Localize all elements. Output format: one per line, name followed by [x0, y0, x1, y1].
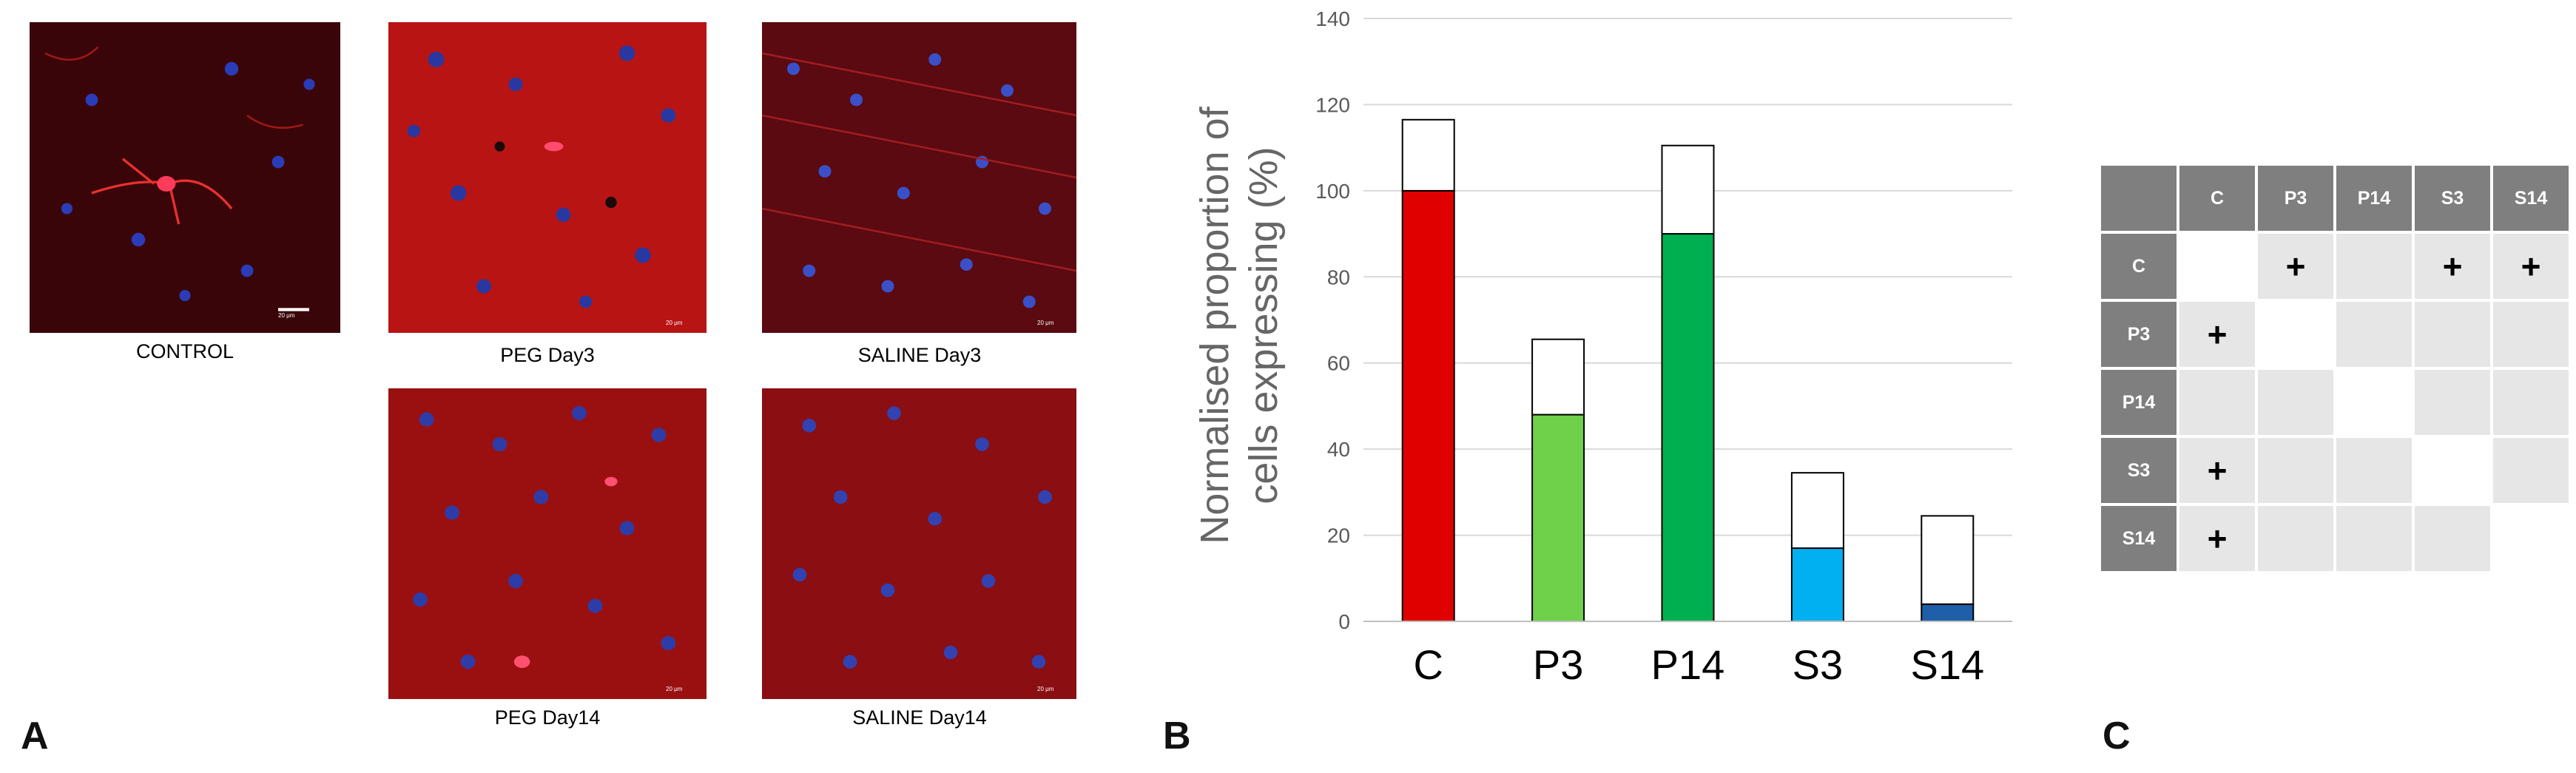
- matrix-corner: [2101, 166, 2177, 231]
- matrix-diagonal-cell: [2415, 438, 2490, 503]
- micrograph-peg-day3: 20 μm: [388, 22, 707, 333]
- matrix-cell: [2336, 438, 2412, 503]
- matrix-cell: [2258, 370, 2333, 435]
- micrograph-peg-day3-image: [388, 22, 707, 333]
- micrograph-peg-day14: 20 μm: [388, 388, 707, 699]
- matrix-significant-cell: +: [2179, 506, 2255, 571]
- caption-control: CONTROL: [135, 340, 234, 362]
- matrix-cell: [2493, 438, 2569, 503]
- matrix-significant-cell: +: [2493, 234, 2569, 299]
- micrograph-saline-day14: 20 μm: [762, 388, 1076, 699]
- matrix-cell: [2415, 370, 2490, 435]
- panel-label-a: A: [21, 715, 49, 757]
- scale-bar-label: 20 μm: [666, 320, 683, 326]
- y-tick-label: 60: [1327, 352, 1350, 375]
- caption-peg-day3: PEG Day3: [500, 344, 595, 366]
- caption-peg-day14: PEG Day14: [494, 706, 601, 729]
- matrix-significant-cell: +: [2179, 438, 2255, 503]
- y-axis-label-line-1: Normalised proportion of: [1193, 106, 1237, 544]
- y-tick-label: 0: [1338, 610, 1350, 633]
- matrix-row-header: C: [2101, 234, 2177, 299]
- matrix-diagonal-cell: [2258, 302, 2333, 367]
- matrix-significant-cell: +: [2258, 234, 2333, 299]
- y-tick-label: 80: [1327, 266, 1350, 288]
- scale-bar-label: 20 μm: [1037, 686, 1054, 692]
- matrix-significant-cell: +: [2415, 234, 2490, 299]
- bar-p14-segment-2: [1661, 144, 1715, 235]
- bar-s3-segment-1: [1790, 547, 1844, 622]
- y-tick-label: 20: [1327, 524, 1350, 547]
- matrix-column-header: S14: [2493, 166, 2569, 231]
- scale-bar-label: 20 μm: [278, 312, 295, 319]
- micrograph-saline-day3-image: [762, 22, 1076, 333]
- matrix-row: P14: [2101, 370, 2569, 435]
- bar-s14-segment-2: [1921, 515, 1975, 605]
- matrix-cell: [2415, 302, 2490, 367]
- scale-bar-label: 20 μm: [1037, 320, 1054, 326]
- bar-p14-segment-1: [1661, 233, 1715, 623]
- matrix-cell: [2493, 370, 2569, 435]
- y-tick-label: 120: [1315, 93, 1350, 116]
- matrix-row-header: P14: [2101, 370, 2177, 435]
- x-tick-label: P14: [1651, 641, 1725, 688]
- matrix-row: P3 +: [2101, 302, 2569, 367]
- matrix-row: S14 +: [2101, 506, 2569, 571]
- micrograph-saline-day14-image: [762, 388, 1076, 699]
- matrix-cell: [2336, 302, 2412, 367]
- x-axis-ticks: C P3 P14 S3 S14: [1413, 641, 1984, 688]
- matrix-diagonal-cell: [2179, 234, 2255, 299]
- y-axis-label-line-2: cells expressing (%): [1241, 146, 1286, 504]
- matrix-diagonal-cell: [2336, 370, 2412, 435]
- matrix-column-header: S3: [2415, 166, 2490, 231]
- matrix-cell: [2336, 234, 2412, 299]
- bar-c-segment-2: [1401, 118, 1455, 192]
- bar-c-segment-1: [1401, 189, 1455, 623]
- matrix-cell: [2493, 302, 2569, 367]
- y-tick-label: 100: [1315, 180, 1350, 203]
- x-tick-label: C: [1413, 641, 1443, 688]
- panel-label-b: B: [1163, 715, 1191, 757]
- matrix-row: C + + +: [2101, 234, 2569, 299]
- bar-p3-segment-2: [1531, 338, 1585, 416]
- micrograph-control-image: [30, 22, 340, 333]
- matrix-diagonal-cell: [2493, 506, 2569, 571]
- micrograph-saline-day3: 20 μm: [762, 22, 1076, 333]
- bar-s3-segment-2: [1790, 472, 1844, 550]
- y-axis-ticks: 0 20 40 60 80 100 120 140: [1315, 7, 1350, 633]
- caption-saline-day14: SALINE Day14: [852, 706, 987, 729]
- matrix-column-header: P14: [2336, 166, 2412, 231]
- matrix-row-header: P3: [2101, 302, 2177, 367]
- micrograph-control: 20 μm: [30, 22, 340, 333]
- matrix-cell: [2415, 506, 2490, 571]
- matrix-row: S3 +: [2101, 438, 2569, 503]
- matrix-row-header: S14: [2101, 506, 2177, 571]
- matrix-significant-cell: +: [2179, 302, 2255, 367]
- panel-label-c: C: [2103, 715, 2131, 757]
- x-tick-label: P3: [1533, 641, 1584, 688]
- bar-chart: 0 20 40 60 80 100 120 140 C P3 P14 S3 S14 Normalise…: [1193, 7, 2012, 688]
- matrix-cell: [2258, 438, 2333, 503]
- y-tick-label: 40: [1327, 438, 1350, 461]
- scale-bar-label: 20 μm: [666, 686, 683, 692]
- chart-bars: [1401, 118, 1975, 623]
- matrix-header-row: C P3 P14 S3 S14: [2101, 166, 2569, 231]
- x-tick-label: S14: [1910, 641, 1984, 688]
- matrix-cell: [2179, 370, 2255, 435]
- matrix-row-header: S3: [2101, 438, 2177, 503]
- bar-s14-segment-1: [1921, 603, 1975, 623]
- caption-saline-day3: SALINE Day3: [857, 344, 982, 366]
- x-tick-label: S3: [1793, 641, 1844, 688]
- matrix-column-header: P3: [2258, 166, 2333, 231]
- micrograph-peg-day14-image: [388, 388, 707, 699]
- y-tick-label: 140: [1315, 7, 1350, 30]
- matrix-cell: [2336, 506, 2412, 571]
- matrix-column-header: C: [2179, 166, 2255, 231]
- comparison-matrix: C P3 P14 S3 S14 C + + + P3 + P14 S3 + S14 +: [2098, 163, 2572, 574]
- bar-p3-segment-1: [1531, 413, 1585, 622]
- matrix-cell: [2258, 506, 2333, 571]
